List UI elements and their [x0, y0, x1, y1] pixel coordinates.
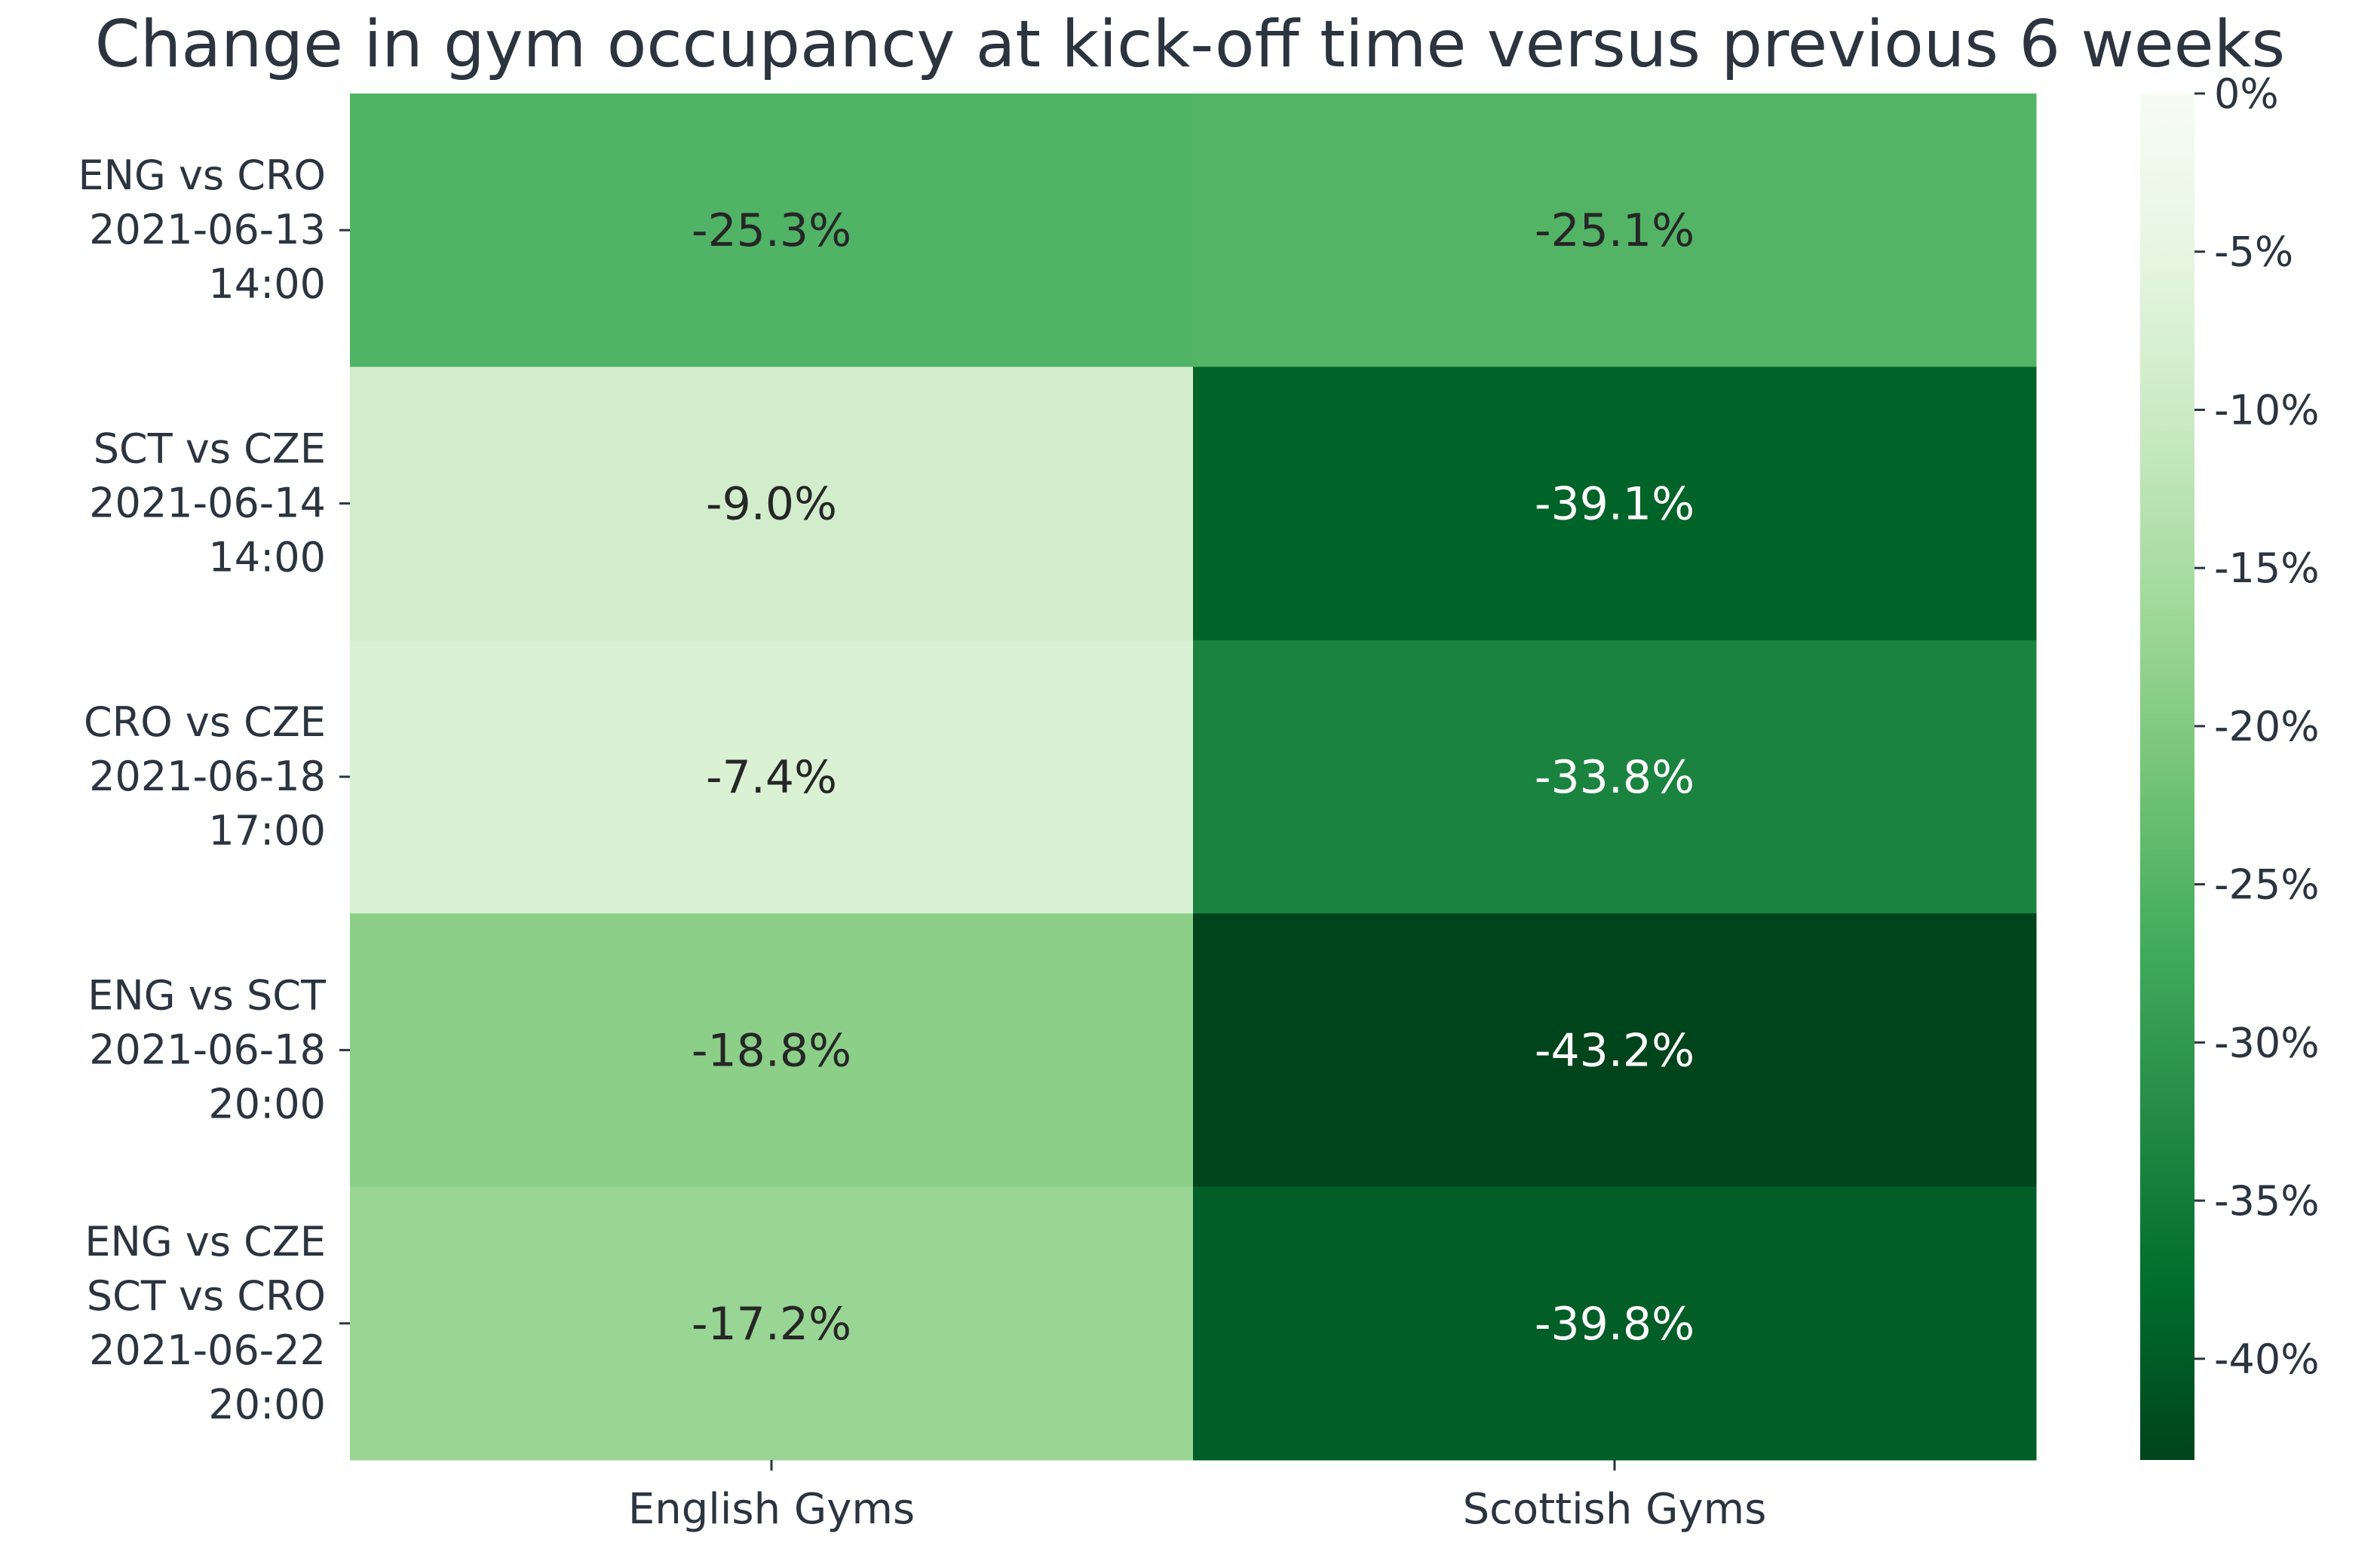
- colorbar-tick-label: -5%: [2214, 229, 2293, 276]
- chart-title: Change in gym occupancy at kick-off time…: [95, 7, 2285, 82]
- heatmap-cell: [350, 94, 1194, 367]
- colorbar-tick-label: 0%: [2214, 70, 2279, 118]
- heatmap-cell: [1193, 640, 2037, 914]
- colorbar-tick-label: -25%: [2214, 861, 2320, 909]
- colorbar-tick-label: -20%: [2214, 703, 2320, 750]
- cell-value-label: -25.3%: [692, 204, 851, 257]
- y-tick-label: ENG vs CRO: [78, 152, 326, 199]
- heatmap-cells: -25.3% -25.1% -9.0% -39.1% -7.4% -33.8% -18.8%…: [350, 94, 2037, 1461]
- colorbar-gradient: [2140, 94, 2194, 1460]
- heatmap-cell: [1193, 1186, 2037, 1461]
- y-tick-label: ENG vs CZE: [84, 1218, 326, 1265]
- colorbar-tick-label: -30%: [2214, 1019, 2320, 1066]
- y-tick-label: 2021-06-14: [89, 480, 326, 527]
- cell-value-label: -18.8%: [692, 1024, 851, 1077]
- colorbar-tick-label: -10%: [2214, 386, 2320, 434]
- heatmap-cell: [350, 640, 1194, 914]
- cell-value-label: -9.0%: [706, 478, 837, 531]
- y-tick-label: 14:00: [208, 534, 326, 581]
- y-tick-label: 20:00: [208, 1080, 326, 1127]
- y-tick-label: SCT vs CZE: [94, 425, 326, 473]
- colorbar-tick-label: -15%: [2214, 544, 2320, 592]
- heatmap-cell: [350, 1186, 1194, 1461]
- y-tick-label: ENG vs SCT: [87, 971, 327, 1019]
- x-axis: English Gyms Scottish Gyms: [628, 1460, 1767, 1534]
- heatmap-cell: [1193, 367, 2037, 641]
- heatmap-cell: [350, 367, 1194, 641]
- y-tick-label: 14:00: [208, 260, 326, 308]
- y-tick-label: 2021-06-22: [89, 1327, 326, 1374]
- cell-value-label: -43.2%: [1535, 1024, 1695, 1077]
- colorbar-tick-label: -40%: [2214, 1336, 2320, 1383]
- heatmap-cell: [350, 913, 1194, 1188]
- cell-value-label: -25.1%: [1535, 204, 1695, 257]
- heatmap-cell: [1193, 913, 2037, 1188]
- y-tick-label: 2021-06-18: [89, 753, 326, 800]
- cell-value-label: -33.8%: [1535, 751, 1695, 804]
- y-axis: ENG vs CRO 2021-06-13 14:00 SCT vs CZE 2021-…: [78, 152, 350, 1428]
- y-tick-label: 2021-06-18: [89, 1026, 326, 1073]
- y-tick-label: CRO vs CZE: [84, 698, 326, 746]
- x-tick-label: English Gyms: [628, 1485, 915, 1534]
- cell-value-label: -17.2%: [692, 1298, 851, 1351]
- y-tick-label: SCT vs CRO: [87, 1272, 326, 1320]
- cell-value-label: -39.1%: [1535, 478, 1695, 531]
- y-tick-label: 2021-06-13: [89, 206, 326, 253]
- y-tick-label: 20:00: [208, 1381, 326, 1428]
- y-tick-label: 17:00: [208, 807, 326, 854]
- x-tick-label: Scottish Gyms: [1463, 1485, 1767, 1534]
- cell-value-label: -39.8%: [1535, 1298, 1695, 1351]
- colorbar: 0% -5% -10% -15% -20% -25% -30% -35% -40%: [2140, 70, 2320, 1460]
- colorbar-tick-label: -35%: [2214, 1177, 2320, 1225]
- cell-value-label: -7.4%: [706, 751, 837, 804]
- heatmap-cell: [1193, 94, 2037, 367]
